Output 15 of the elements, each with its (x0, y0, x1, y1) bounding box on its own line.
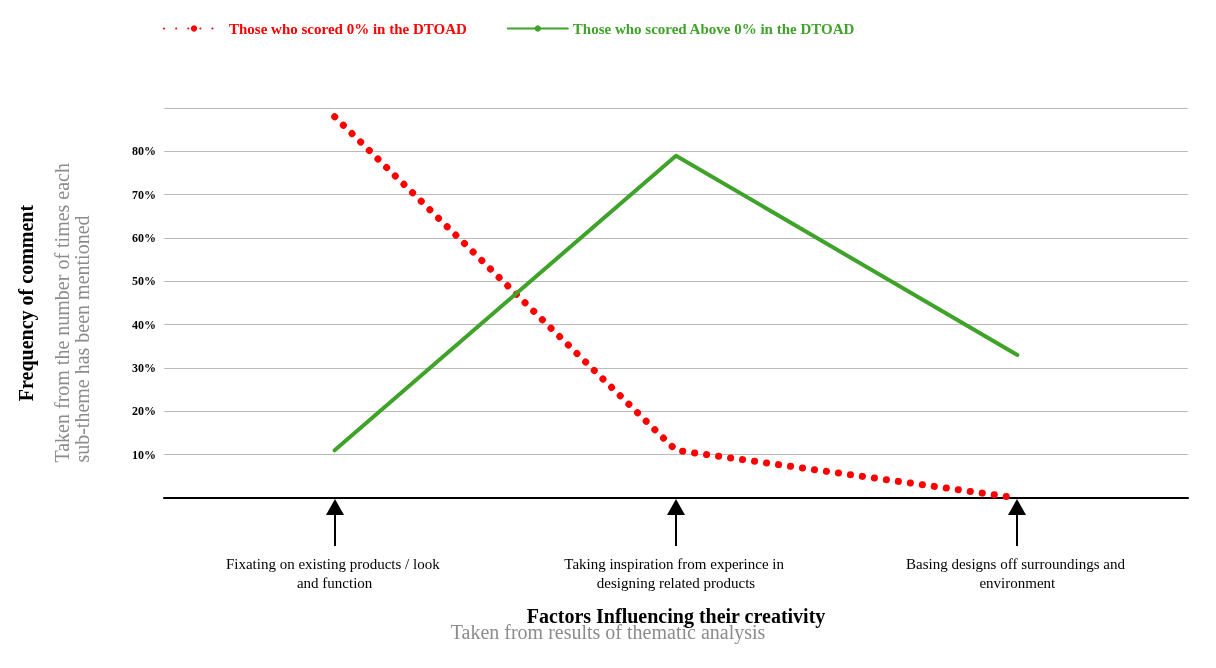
y-tick-label: 30% (132, 361, 156, 375)
y-tick-label: 10% (132, 447, 156, 462)
x-tick-label: Fixating on existing products / look and function (225, 555, 444, 591)
y-tick-label: 20% (132, 404, 156, 419)
x-tick-label: Taking inspiration from experince in designing related products (564, 555, 788, 591)
y-tick-label: 50% (132, 274, 156, 289)
legend-label: Those who scored Above 0% in the DTOAD (572, 20, 855, 37)
y-tick-label: 80% (132, 144, 156, 159)
y-axis-title: Frequency of comment (15, 204, 38, 402)
x-tick-label: Basing designs off surroundings and environment (906, 555, 1129, 591)
y-tick-label: 40% (132, 317, 156, 332)
text: Taken from the number of times each sub-theme has been mentioned (51, 157, 93, 463)
legend-label: Those who scored 0% in the DTOAD (229, 20, 467, 37)
y-tick-label: 60% (132, 231, 156, 245)
y-tick-label: 70% (132, 187, 156, 202)
